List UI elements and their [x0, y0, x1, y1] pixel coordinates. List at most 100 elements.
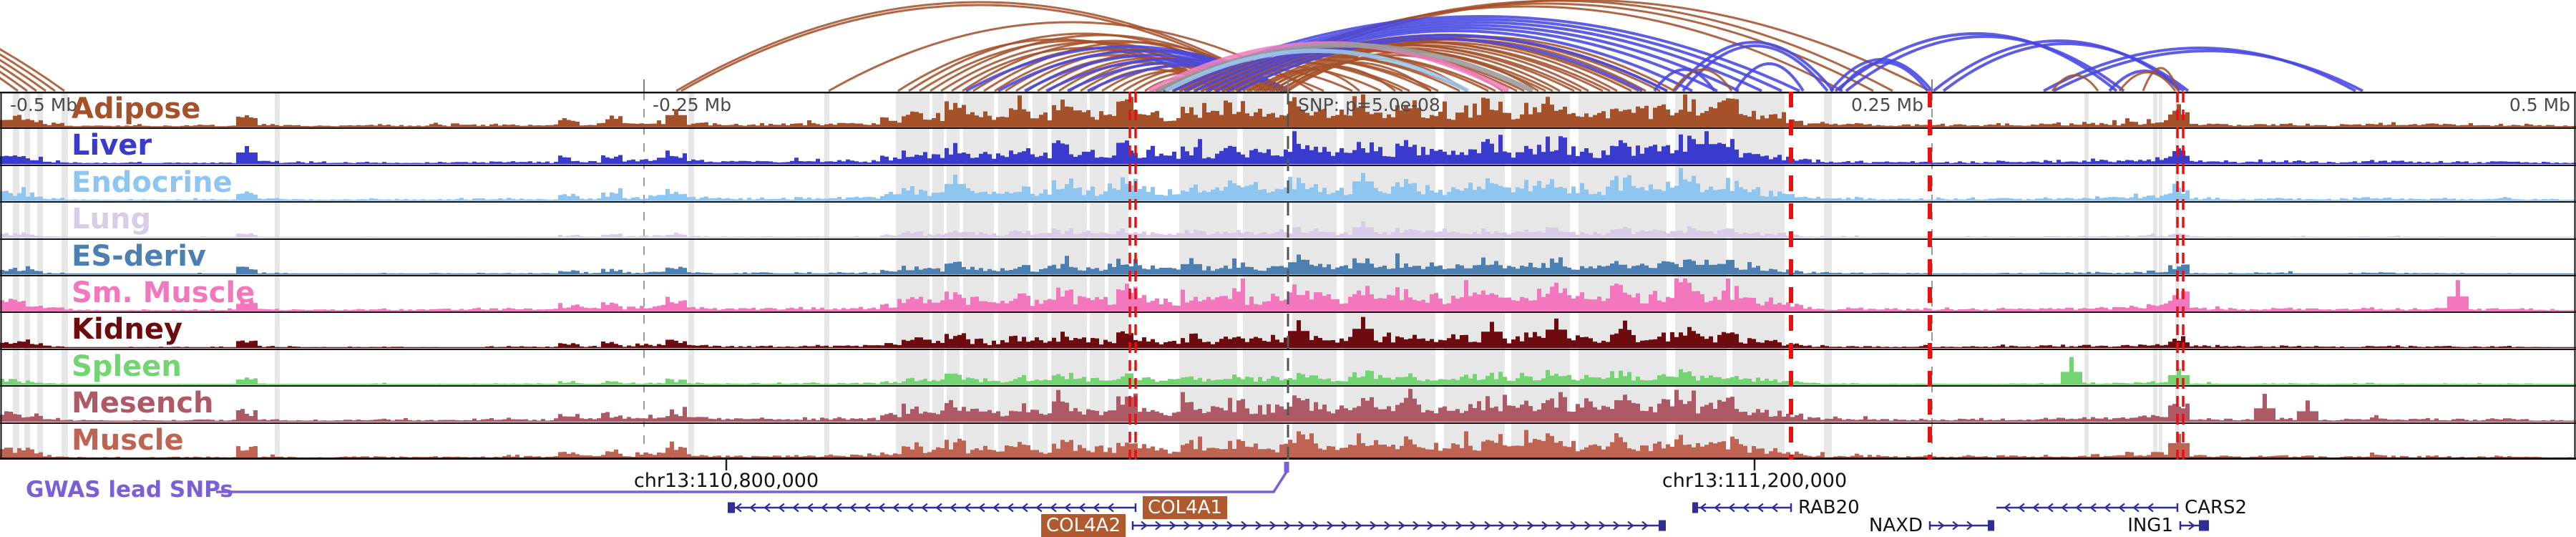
strand-arrow [1541, 521, 1548, 531]
gene-label-col4a2[interactable]: COL4A2 [1041, 514, 1126, 537]
interaction-arc [0, 70, 28, 92]
track-label-kidney[interactable]: Kidney [72, 313, 183, 347]
strand-arrow [1226, 521, 1234, 531]
strand-arrow [864, 503, 871, 513]
track-label-spleen[interactable]: Spleen [72, 349, 182, 383]
strand-arrow [1527, 521, 1534, 531]
strand-arrow [1952, 521, 1959, 531]
strand-arrow [1255, 521, 1262, 531]
track-label-mesench[interactable]: Mesench [72, 387, 214, 420]
strand-arrow [992, 503, 1000, 513]
strand-arrow [763, 503, 771, 513]
strand-arrow [964, 503, 971, 513]
gene-label-cars2[interactable]: CARS2 [2185, 497, 2248, 518]
signal-histogram-spleen [0, 357, 2576, 385]
strand-arrow [2188, 521, 2195, 531]
track-label-es-deriv[interactable]: ES-deriv [72, 239, 207, 273]
strand-arrow [1269, 521, 1277, 531]
interaction-arc [1194, 24, 1740, 92]
interaction-arc [1259, 68, 1360, 92]
interaction-arc [2051, 74, 2099, 92]
interaction-arc [1845, 35, 2125, 92]
gene-label-ing1[interactable]: ING1 [2127, 515, 2173, 536]
track-label-adipose[interactable]: Adipose [72, 92, 201, 125]
strand-arrow [2018, 503, 2025, 513]
interaction-arc [1673, 41, 1835, 92]
track-label-muscle[interactable]: Muscle [72, 423, 184, 457]
interaction-arc-track [0, 0, 2363, 92]
strand-arrow [821, 503, 828, 513]
interaction-arc [2053, 49, 2363, 92]
strand-arrow [1327, 521, 1334, 531]
interaction-arc [1672, 68, 1733, 92]
strand-arrow [1441, 521, 1448, 531]
interaction-arc [1273, 61, 1432, 92]
scale-tick [1931, 79, 1933, 92]
interaction-arc [2043, 47, 2356, 92]
interaction-arc [680, 4, 1279, 92]
track-label-lung[interactable]: Lung [72, 203, 152, 236]
strand-arrow [735, 503, 742, 513]
strand-arrow [1107, 503, 1114, 513]
strand-arrow [1771, 503, 1778, 513]
strand-arrow [1212, 521, 1219, 531]
interaction-arc [1734, 62, 1805, 92]
strand-arrow [1427, 521, 1434, 531]
interaction-arc [1226, 34, 1668, 92]
strand-arrow [1384, 521, 1391, 531]
strand-arrow [907, 503, 914, 513]
strand-arrow [1064, 503, 1071, 513]
strand-arrow [935, 503, 942, 513]
interaction-arc [2142, 67, 2180, 92]
strand-arrow [1413, 521, 1420, 531]
gwas-lead-snps-track-label[interactable]: GWAS lead SNPs [26, 477, 233, 503]
interaction-arc [1834, 32, 2118, 92]
interaction-arc [0, 64, 37, 92]
interaction-arc [1682, 44, 1829, 92]
scale-label-right: 0.5 Mb [2509, 95, 2570, 115]
gene-label-naxd[interactable]: NAXD [1868, 515, 1923, 536]
strand-arrow [1341, 521, 1348, 531]
track-label-sm-muscle[interactable]: Sm. Muscle [72, 276, 255, 309]
scale-label-pos025: 0.25 Mb [1850, 95, 1923, 115]
interaction-arc [1216, 29, 1693, 92]
strand-arrow [950, 503, 957, 513]
gene-label-rab20[interactable]: RAB20 [1798, 497, 1860, 518]
signal-histogram-es-deriv [0, 253, 2576, 275]
interaction-arc [675, 1, 1284, 92]
strand-arrow [921, 503, 928, 513]
gwas-connector-line [216, 471, 1288, 493]
strand-arrow [1078, 503, 1085, 513]
signal-histogram-muscle [0, 430, 2576, 459]
strand-arrow [1570, 521, 1577, 531]
interaction-arc [2118, 71, 2177, 92]
strand-arrow [1184, 521, 1191, 531]
track-label-endocrine[interactable]: Endocrine [72, 165, 233, 199]
strand-arrow [1021, 503, 1028, 513]
signal-histogram-adipose [0, 94, 2576, 127]
strand-arrow [1050, 503, 1057, 513]
strand-arrow [1470, 521, 1477, 531]
strand-arrow [778, 503, 785, 513]
strand-arrow [1298, 521, 1305, 531]
strand-arrow [1155, 521, 1162, 531]
strand-arrow [1966, 521, 1974, 531]
strand-arrow [1241, 521, 1248, 531]
strand-arrow [1627, 521, 1634, 531]
strand-arrow [1498, 521, 1506, 531]
strand-arrow [1141, 521, 1148, 531]
track-label-liver[interactable]: Liver [72, 129, 152, 163]
strand-arrow [1513, 521, 1520, 531]
gwas-lead-snp-marker[interactable] [1284, 462, 1289, 473]
strand-arrow [806, 503, 814, 513]
strand-arrow [1484, 521, 1491, 531]
strand-arrow [2046, 503, 2054, 513]
strand-arrow [1613, 521, 1620, 531]
interaction-arc [1205, 26, 1718, 92]
gene-exon-box [728, 502, 735, 513]
snp-pvalue-label: SNP: p=5.0e-08 [1298, 95, 1440, 115]
scale-tick [643, 79, 645, 92]
strand-arrow [1556, 521, 1563, 531]
scale-label-left: -0.5 Mb [10, 95, 78, 115]
gene-label-col4a1[interactable]: COL4A1 [1143, 496, 1227, 519]
